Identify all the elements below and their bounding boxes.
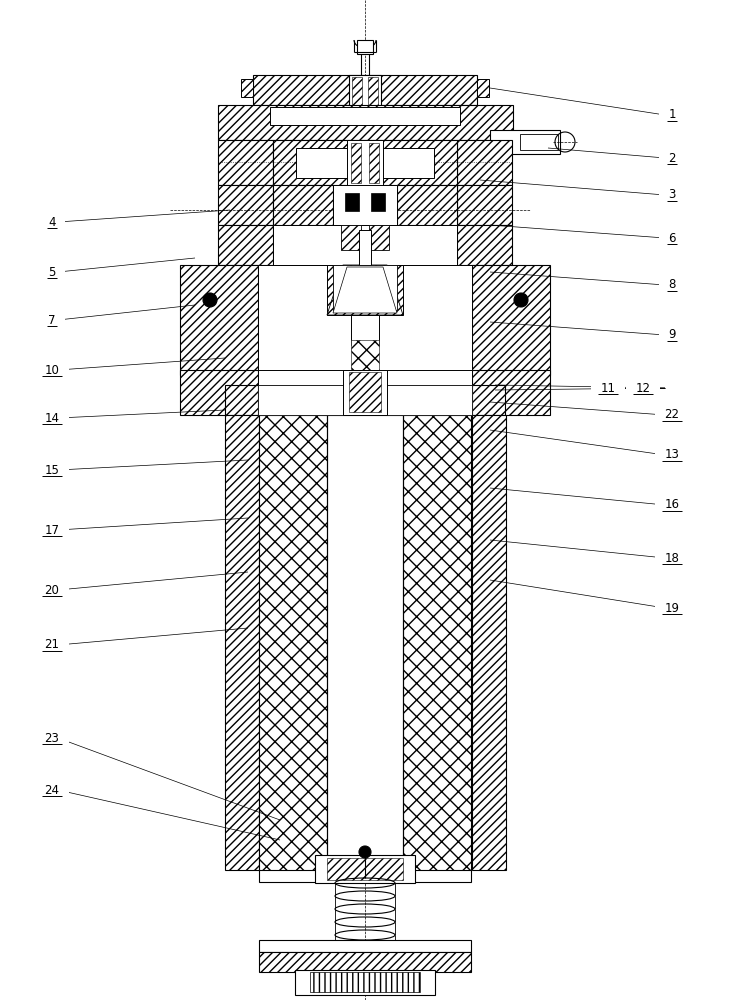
Circle shape	[359, 846, 371, 858]
Bar	[327, 265, 403, 315]
Bar	[472, 415, 506, 870]
Bar	[218, 225, 273, 265]
Text: 16: 16	[664, 498, 680, 512]
Bar	[258, 370, 472, 385]
Bar	[403, 415, 471, 870]
Text: 24: 24	[45, 784, 59, 796]
Bar	[296, 148, 434, 178]
Bar	[347, 140, 383, 190]
Polygon shape	[327, 265, 403, 315]
Text: 23: 23	[45, 732, 59, 744]
Bar	[258, 385, 472, 415]
Bar	[520, 134, 558, 150]
Bar	[258, 265, 472, 375]
Bar	[273, 225, 457, 265]
Text: 7: 7	[48, 314, 56, 326]
Bar	[259, 415, 327, 870]
Bar	[180, 265, 258, 375]
Bar	[180, 370, 258, 415]
Bar	[225, 415, 259, 870]
Bar	[457, 225, 512, 265]
Bar	[341, 225, 361, 250]
Bar	[357, 40, 373, 54]
Text: 10: 10	[45, 363, 59, 376]
Text: 9: 9	[668, 328, 675, 342]
Bar	[349, 372, 381, 412]
Text: 18: 18	[664, 552, 679, 564]
Bar	[457, 185, 512, 225]
Bar	[327, 858, 403, 880]
Bar	[225, 385, 258, 415]
Text: 4: 4	[48, 216, 56, 229]
Bar	[273, 140, 457, 185]
Text: 20: 20	[45, 584, 59, 596]
Bar	[241, 79, 253, 97]
Bar	[359, 230, 371, 265]
Bar	[351, 315, 379, 345]
Bar	[253, 75, 477, 105]
Bar	[218, 185, 273, 225]
Bar	[333, 265, 397, 310]
Bar	[457, 140, 512, 185]
Bar	[477, 79, 489, 97]
Text: 5: 5	[48, 265, 56, 278]
Text: 19: 19	[664, 601, 680, 614]
Text: 6: 6	[668, 232, 675, 244]
Bar	[259, 940, 471, 952]
Text: 2: 2	[668, 151, 675, 164]
Text: 15: 15	[45, 464, 59, 477]
Text: 17: 17	[45, 524, 59, 536]
Text: 11: 11	[600, 381, 616, 394]
Bar	[218, 140, 273, 185]
Circle shape	[203, 293, 217, 307]
Bar	[218, 105, 513, 140]
Bar	[397, 185, 457, 225]
Text: 12: 12	[635, 381, 651, 394]
Bar	[273, 185, 333, 225]
Text: 14: 14	[45, 412, 59, 424]
Bar	[472, 385, 505, 415]
Text: 1: 1	[668, 108, 675, 121]
Circle shape	[514, 293, 528, 307]
Bar	[315, 855, 415, 883]
Text: 13: 13	[664, 448, 679, 462]
Bar	[490, 130, 560, 154]
Bar	[351, 143, 361, 183]
Bar	[327, 415, 403, 870]
Bar	[472, 370, 550, 415]
Bar	[259, 870, 471, 882]
Bar	[369, 225, 389, 250]
Bar	[351, 340, 379, 370]
Bar	[371, 193, 385, 211]
Bar	[310, 972, 420, 992]
Bar	[270, 107, 460, 125]
Text: 3: 3	[668, 188, 675, 202]
Text: 21: 21	[45, 639, 59, 652]
Bar	[343, 370, 387, 415]
Bar	[369, 143, 379, 183]
Bar	[352, 77, 362, 127]
Bar	[259, 952, 471, 972]
Bar	[333, 185, 397, 225]
Bar	[295, 970, 435, 995]
Polygon shape	[333, 267, 397, 313]
Bar	[472, 265, 550, 375]
Bar	[349, 75, 381, 130]
Text: 22: 22	[664, 408, 680, 422]
Bar	[345, 193, 359, 211]
Text: 8: 8	[668, 278, 675, 292]
Bar	[368, 77, 378, 127]
